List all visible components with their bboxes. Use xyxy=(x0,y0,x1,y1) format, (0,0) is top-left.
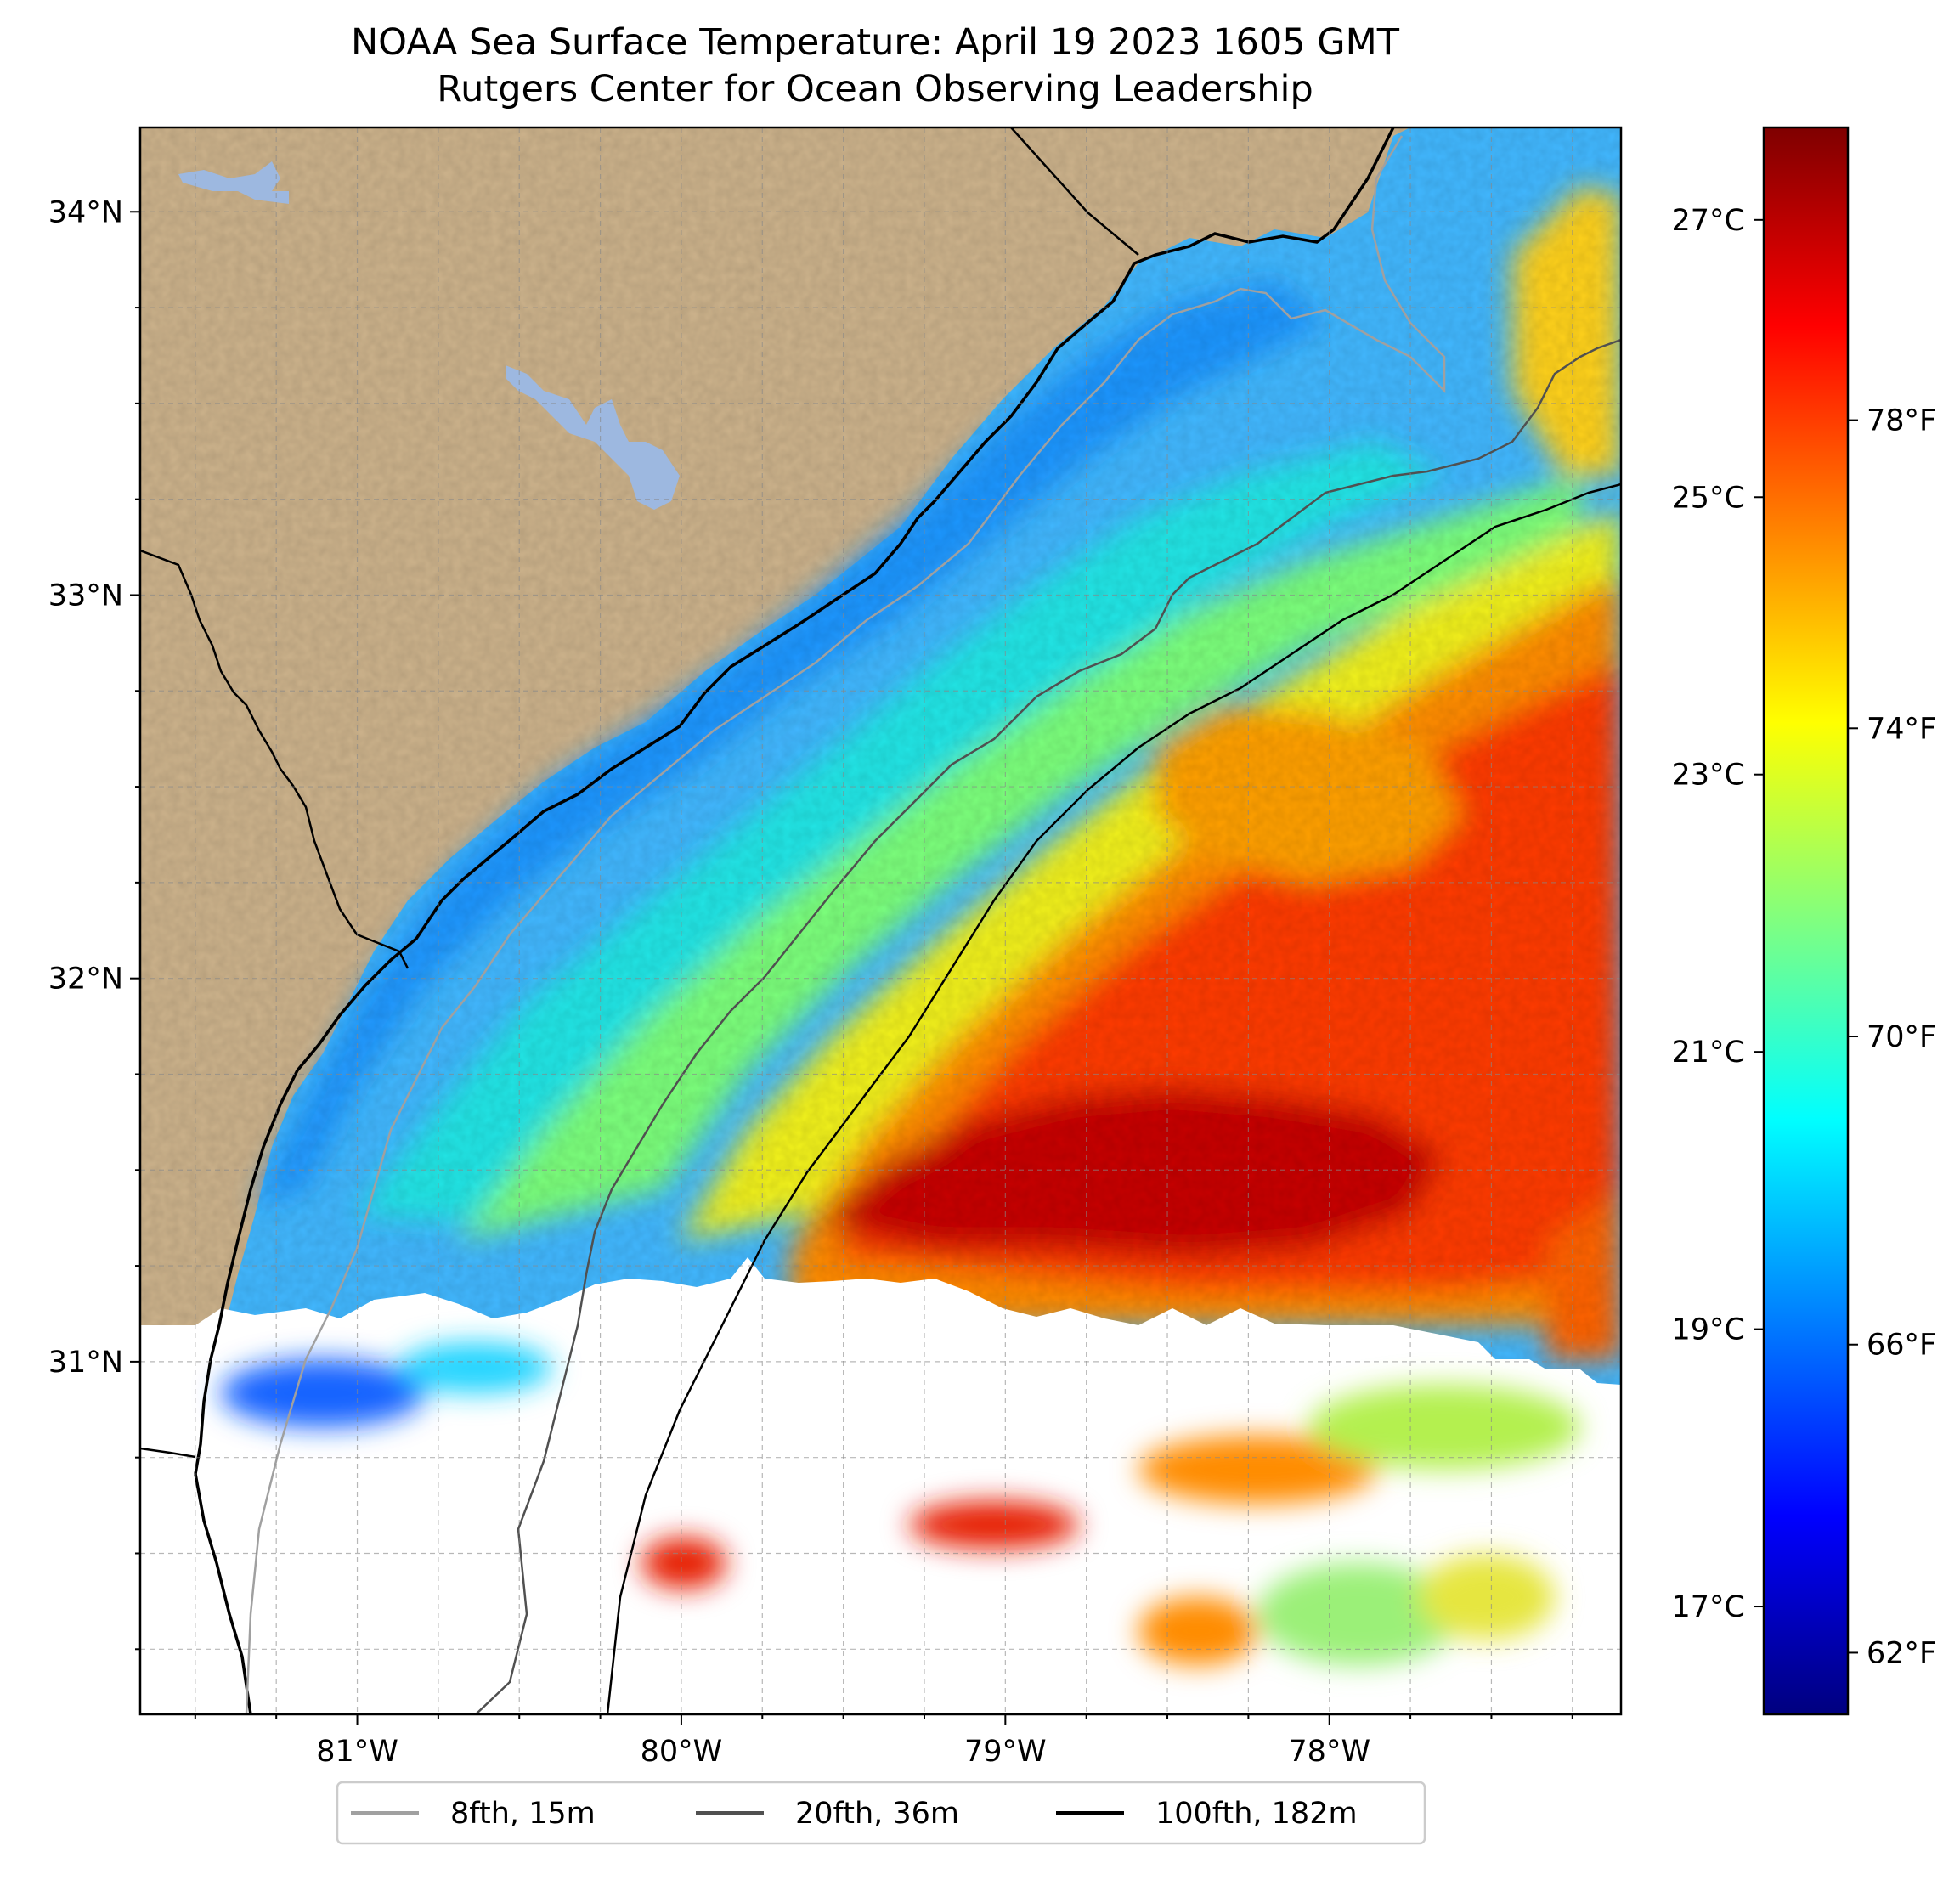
y-axis: 34°N 33°N 32°N 31°N xyxy=(48,195,140,1651)
colorbar-celsius-label: 23°C xyxy=(1672,759,1745,793)
x-tick-label: 81°W xyxy=(316,1735,398,1769)
colorbar-fahrenheit-axis: 78°F 74°F 70°F 66°F 62°F xyxy=(1848,404,1936,1670)
legend: 8fth, 15m 20fth, 36m 100fth, 182m xyxy=(336,1781,1426,1845)
sst-clear-patches xyxy=(221,1342,1580,1665)
x-tick-label: 80°W xyxy=(641,1735,723,1769)
colorbar: 27°C 25°C 23°C 21°C 19°C 17°C 78°F 74°F 70°F 66°… xyxy=(1672,126,1936,1716)
lake-marion xyxy=(506,365,680,510)
colorbar-fahrenheit-label: 62°F xyxy=(1867,1636,1936,1670)
colorbar-fahrenheit-label: 66°F xyxy=(1867,1329,1936,1363)
x-axis: 81°W 80°W 79°W 78°W xyxy=(194,1714,1573,1769)
isobath-20fth xyxy=(475,338,1621,1714)
patch-blue-west xyxy=(221,1359,425,1427)
isobath-8fth xyxy=(245,135,1446,1714)
state-boundary-ga-fl xyxy=(140,1447,196,1459)
colorbar-celsius-axis: 27°C 25°C 23°C 21°C 19°C 17°C xyxy=(1672,204,1764,1624)
colorbar-celsius-label: 25°C xyxy=(1672,481,1745,515)
patch-cyan-west xyxy=(399,1342,552,1393)
colorbar-celsius-label: 21°C xyxy=(1672,1036,1745,1070)
coastline xyxy=(194,127,1395,1475)
coastline-fl xyxy=(194,1473,252,1714)
patch-green-1 xyxy=(1308,1385,1580,1470)
y-tick-label: 32°N xyxy=(48,963,123,996)
state-boundary-nc-sc xyxy=(1010,127,1139,256)
x-tick-label: 79°W xyxy=(964,1735,1047,1769)
colorbar-gradient xyxy=(1762,126,1850,1716)
colorbar-celsius-label: 19°C xyxy=(1672,1313,1745,1347)
state-boundary-ga-sc xyxy=(140,549,410,969)
patch-red-1 xyxy=(909,1501,1079,1549)
colorbar-fahrenheit-label: 78°F xyxy=(1867,404,1936,438)
map-panel xyxy=(140,127,1621,1714)
graticule xyxy=(140,127,1621,1714)
patch-red-2 xyxy=(641,1538,726,1589)
y-tick-label: 34°N xyxy=(48,195,123,229)
patch-orange-1 xyxy=(1138,1436,1376,1504)
legend-frame xyxy=(336,1781,1426,1845)
legend-label-100fth: 100fth, 182m xyxy=(1155,1797,1358,1831)
colorbar-fahrenheit-label: 70°F xyxy=(1867,1020,1936,1054)
x-tick-label: 78°W xyxy=(1288,1735,1370,1769)
patch-orange-2 xyxy=(1138,1597,1257,1665)
colorbar-fahrenheit-label: 74°F xyxy=(1867,712,1936,746)
y-tick-label: 33°N xyxy=(48,579,123,613)
y-tick-label: 31°N xyxy=(48,1346,123,1380)
colorbar-celsius-label: 27°C xyxy=(1672,204,1745,238)
lake-moultrie-area xyxy=(178,161,289,204)
map-title: NOAA Sea Surface Temperature: April 19 2… xyxy=(351,21,1400,64)
map-subtitle: Rutgers Center for Ocean Observing Leade… xyxy=(437,68,1313,110)
legend-label-20fth: 20fth, 36m xyxy=(795,1797,959,1831)
patch-yellow-1 xyxy=(1419,1555,1555,1640)
isobath-100fth xyxy=(606,483,1621,1714)
legend-label-8fth: 8fth, 15m xyxy=(450,1797,596,1831)
map-frame xyxy=(138,126,1623,1716)
colorbar-celsius-label: 17°C xyxy=(1672,1590,1745,1624)
